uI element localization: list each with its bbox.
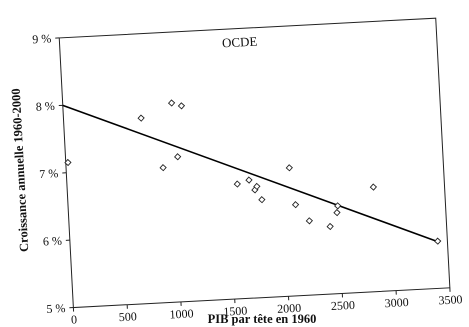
x-tick-label: 1000 [169, 306, 194, 321]
x-tick-label: 0 [71, 312, 78, 326]
data-points [64, 99, 442, 245]
data-point [177, 102, 186, 110]
data-point [174, 153, 182, 161]
data-point [233, 180, 241, 188]
x-tick-label: 2000 [277, 301, 302, 316]
y-axis-title: Croissance annuelle 1960-2000 [9, 88, 32, 252]
data-point [167, 99, 176, 107]
x-tick-label: 500 [118, 309, 137, 324]
data-point [159, 164, 167, 172]
y-axis: 5 % 6 % 7 % 8 % 9 % [32, 31, 74, 316]
data-point [245, 176, 253, 184]
data-point [334, 202, 342, 210]
data-point [137, 114, 145, 122]
x-tick-label: 2500 [331, 298, 356, 313]
y-tick-label: 7 % [39, 166, 59, 181]
data-point [333, 208, 341, 217]
data-point [285, 164, 293, 172]
data-point [258, 196, 266, 204]
data-point [326, 222, 334, 231]
x-tick-label: 3000 [384, 295, 409, 310]
data-point [64, 158, 72, 167]
x-axis: 0 500 1000 1500 2000 2500 3000 3500 [71, 287, 463, 327]
y-tick-label: 8 % [35, 99, 55, 114]
data-point [291, 201, 300, 209]
x-tick-label: 3500 [438, 292, 463, 307]
x-axis-title: PIB par tête en 1960 [208, 312, 317, 326]
y-tick-label: 5 % [46, 301, 66, 316]
plot-frame [58, 17, 451, 309]
data-point [253, 182, 261, 191]
data-point [434, 237, 442, 245]
chart-annotation: OCDE [222, 34, 258, 51]
data-point [305, 217, 313, 225]
trend-line [62, 104, 437, 242]
plot-area: 5 % 6 % 7 % 8 % 9 % 0 500 1000 1500 2000 2500 3000… [32, 17, 463, 327]
y-tick-label: 6 % [43, 234, 63, 249]
data-point [369, 183, 378, 191]
y-tick-label: 9 % [32, 31, 52, 46]
x-tick-label: 1500 [223, 303, 248, 318]
